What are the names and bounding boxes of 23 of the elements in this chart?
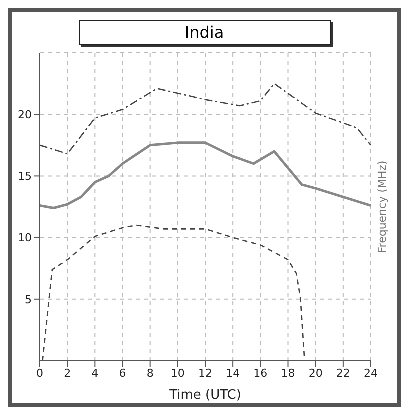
x-tick-label: 16: [254, 366, 268, 380]
y-tick-label: 15: [18, 170, 32, 184]
y-tick-label: 10: [18, 232, 32, 245]
x-tick-label: 8: [146, 366, 154, 380]
x-tick-label: 4: [92, 366, 99, 380]
x-tick-label: 18: [281, 366, 296, 380]
x-tick-label: 0: [36, 366, 44, 380]
x-tick-label: 2: [64, 366, 72, 380]
x-tick-label: 12: [198, 366, 212, 380]
line-series: [40, 142, 371, 210]
y-tick-label: 5: [25, 293, 32, 306]
line-series: [42, 224, 306, 361]
y-axis-title: Frequency (MHz): [376, 160, 389, 254]
x-tick-label: 14: [226, 366, 240, 380]
x-tick-label: 10: [170, 366, 185, 380]
x-tick-label: 6: [119, 366, 126, 380]
line-series: [40, 83, 371, 155]
x-axis-title: Time (UTC): [168, 388, 242, 403]
y-tick-label: 20: [18, 108, 32, 122]
x-tick-label: 24: [364, 366, 378, 380]
chart-title: India: [78, 20, 330, 45]
x-tick-label: 20: [308, 366, 323, 380]
x-tick-label: 22: [336, 366, 350, 380]
